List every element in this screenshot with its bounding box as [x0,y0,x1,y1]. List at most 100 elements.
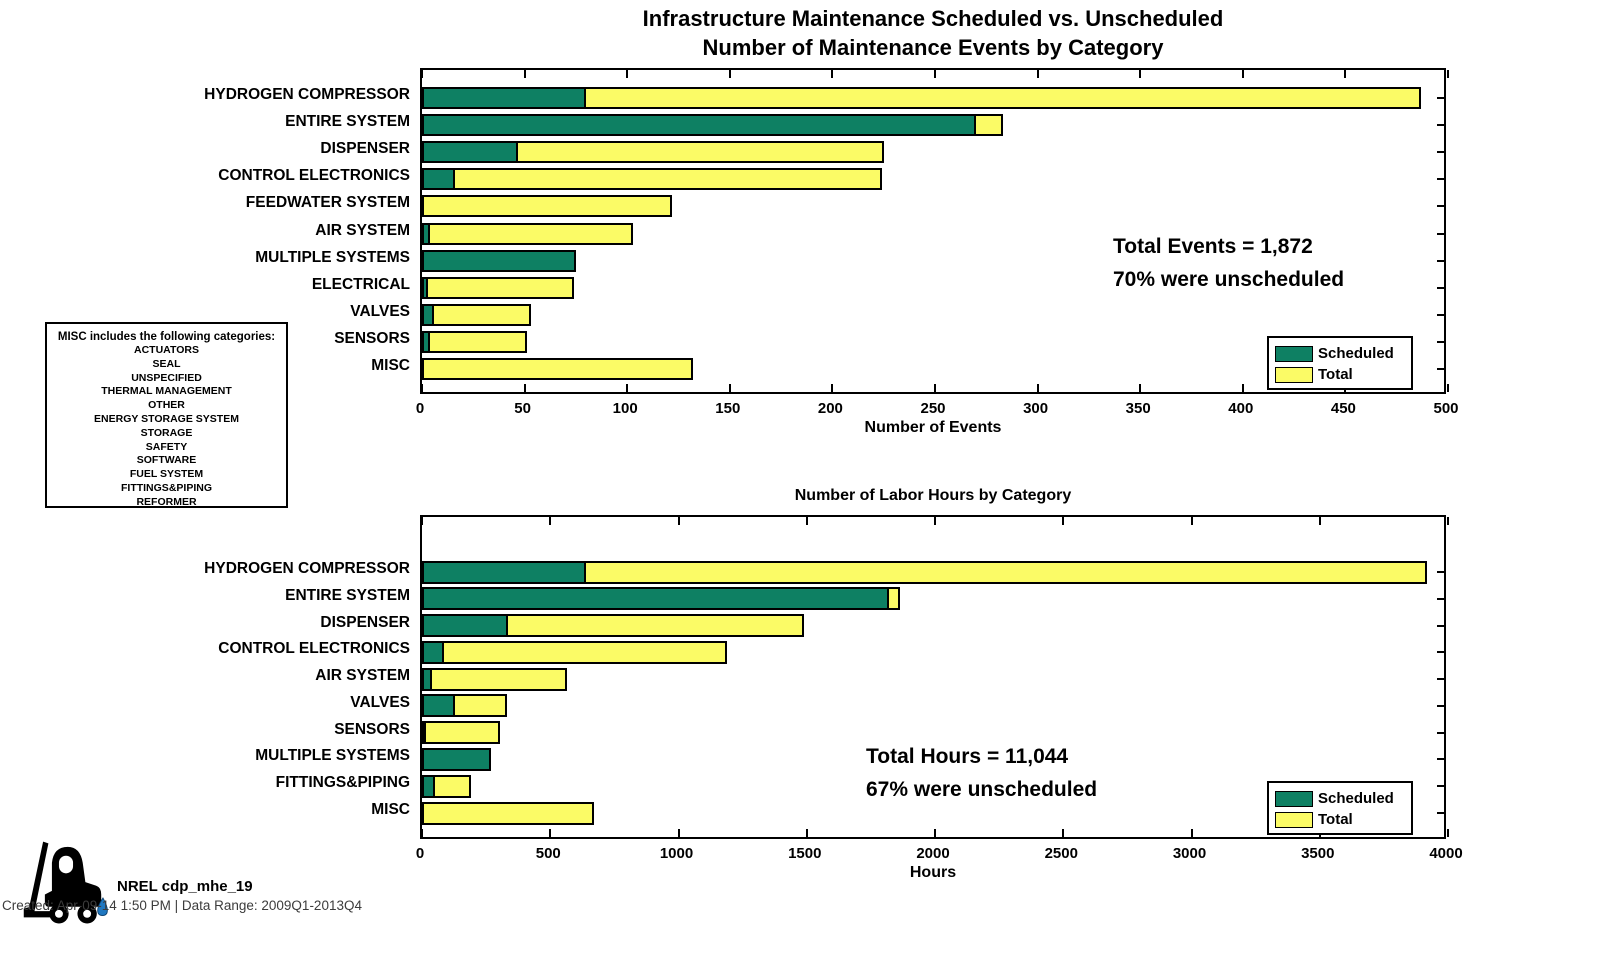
legend-label: Total [1318,810,1353,828]
x-tick [421,384,423,392]
legend-label: Scheduled [1318,789,1394,807]
x-tick [523,384,526,392]
figure-title: Infrastructure Maintenance Scheduled vs.… [420,4,1446,62]
category-label: MULTIPLE SYSTEMS [255,248,410,266]
category-label: ENTIRE SYSTEM [285,113,410,131]
x-tick [421,70,423,78]
misc-note-item: FUEL SYSTEM [129,468,204,481]
x-tick-label: 1500 [788,845,822,862]
figure-title-line2: Number of Maintenance Events by Category [702,35,1164,60]
x-tick-label: 50 [514,400,531,417]
x-tick-label: 100 [612,400,638,417]
x-tick [1241,70,1244,78]
category-label: SENSORS [334,720,410,738]
legend-swatch-total [1275,811,1313,828]
legend-row: Total [1275,364,1405,385]
y-tick [1437,571,1444,573]
x-tick-label: 400 [1228,400,1254,417]
category-label: DISPENSER [320,613,410,631]
misc-note-item: ENERGY STORAGE SYSTEM [94,412,239,425]
x-tick [626,70,629,78]
chart-annotation-line: Total Hours = 11,044 [866,745,1069,768]
y-tick [1437,678,1444,681]
y-tick [1437,286,1444,289]
x-tick-label: 4000 [1429,845,1463,862]
misc-note-item: REFORMER [136,495,197,508]
y-tick [1437,313,1444,316]
y-tick [1437,232,1444,235]
x-tick [1447,70,1449,78]
bar-scheduled [422,303,435,326]
x-tick [1241,384,1244,392]
x-tick-label: 150 [715,400,741,417]
x-tick-label: 2500 [1044,845,1078,862]
category-label: MISC [371,357,410,374]
bar-scheduled [422,640,444,664]
x-tick [1447,829,1449,837]
x-tick-label: 350 [1125,400,1151,417]
x-tick [805,517,808,525]
x-tick-label: 3000 [1172,845,1207,862]
y-tick [1437,651,1444,654]
x-tick [1344,70,1347,78]
bar-scheduled [422,694,456,718]
x-tick [626,384,629,392]
x-tick [1190,829,1193,837]
x-tick [1139,384,1142,392]
x-tick-label: 200 [817,400,843,417]
bar-scheduled [422,587,889,611]
category-label: MULTIPLE SYSTEMS [255,747,410,765]
misc-note-item: THERMAL MANAGEMENT [101,385,232,398]
y-tick [1437,97,1444,99]
misc-note-item: OTHER [148,399,185,412]
x-tick-label: 500 [535,845,561,862]
bar-total [422,168,882,191]
bar-scheduled [422,168,455,191]
bar-scheduled [422,667,433,691]
bar-scheduled [422,747,492,771]
category-label: AIR SYSTEM [315,221,410,239]
chart-annotation: Total Events = 1,872 70% were unscheduled [1113,230,1344,296]
category-label: HYDROGEN COMPRESSOR [204,560,410,577]
misc-note-item: ACTUATORS [134,344,199,356]
x-tick [831,70,834,78]
y-tick [1437,205,1444,208]
x-tick-label: 300 [1023,400,1049,417]
chart-annotation: Total Hours = 11,044 67% were unscheduled [866,740,1097,806]
category-label: DISPENSER [320,140,410,158]
legend-row: Scheduled [1275,343,1405,364]
y-tick [1437,704,1444,707]
x-tick [934,517,936,525]
category-label: CONTROL ELECTRONICS [218,640,410,658]
category-label: HYDROGEN COMPRESSOR [204,86,410,103]
x-tick-label: 3500 [1301,845,1335,862]
x-tick [934,70,936,78]
legend: Scheduled Total [1267,336,1413,390]
legend-row: Total [1275,809,1405,830]
category-label: CONTROL ELECTRONICS [218,167,410,185]
x-tick [1062,517,1065,525]
legend: Scheduled Total [1267,781,1413,835]
y-tick [1437,812,1444,814]
legend-swatch-total [1275,366,1313,383]
bar-scheduled [422,141,519,164]
bar-scheduled [422,276,429,299]
x-tick [728,384,731,392]
x-tick [728,70,731,78]
chart-annotation-line: 67% were unscheduled [866,778,1098,801]
x-tick-label: 450 [1330,400,1356,417]
category-label: AIR SYSTEM [315,667,410,685]
x-tick [1447,384,1449,392]
x-tick [1036,384,1039,392]
category-label: ENTIRE SYSTEM [285,586,410,604]
category-label: ELECTRICAL [311,275,410,293]
y-tick [1437,624,1444,627]
nrel-cdp-label: NREL cdp_mhe_19 [117,878,253,895]
legend-label: Total [1318,365,1353,383]
x-tick-label: 1000 [659,845,694,862]
bar-total [422,358,693,380]
y-tick [1437,340,1444,343]
bar-scheduled [422,330,431,353]
chart-title: Number of Labor Hours by Category [794,487,1072,504]
